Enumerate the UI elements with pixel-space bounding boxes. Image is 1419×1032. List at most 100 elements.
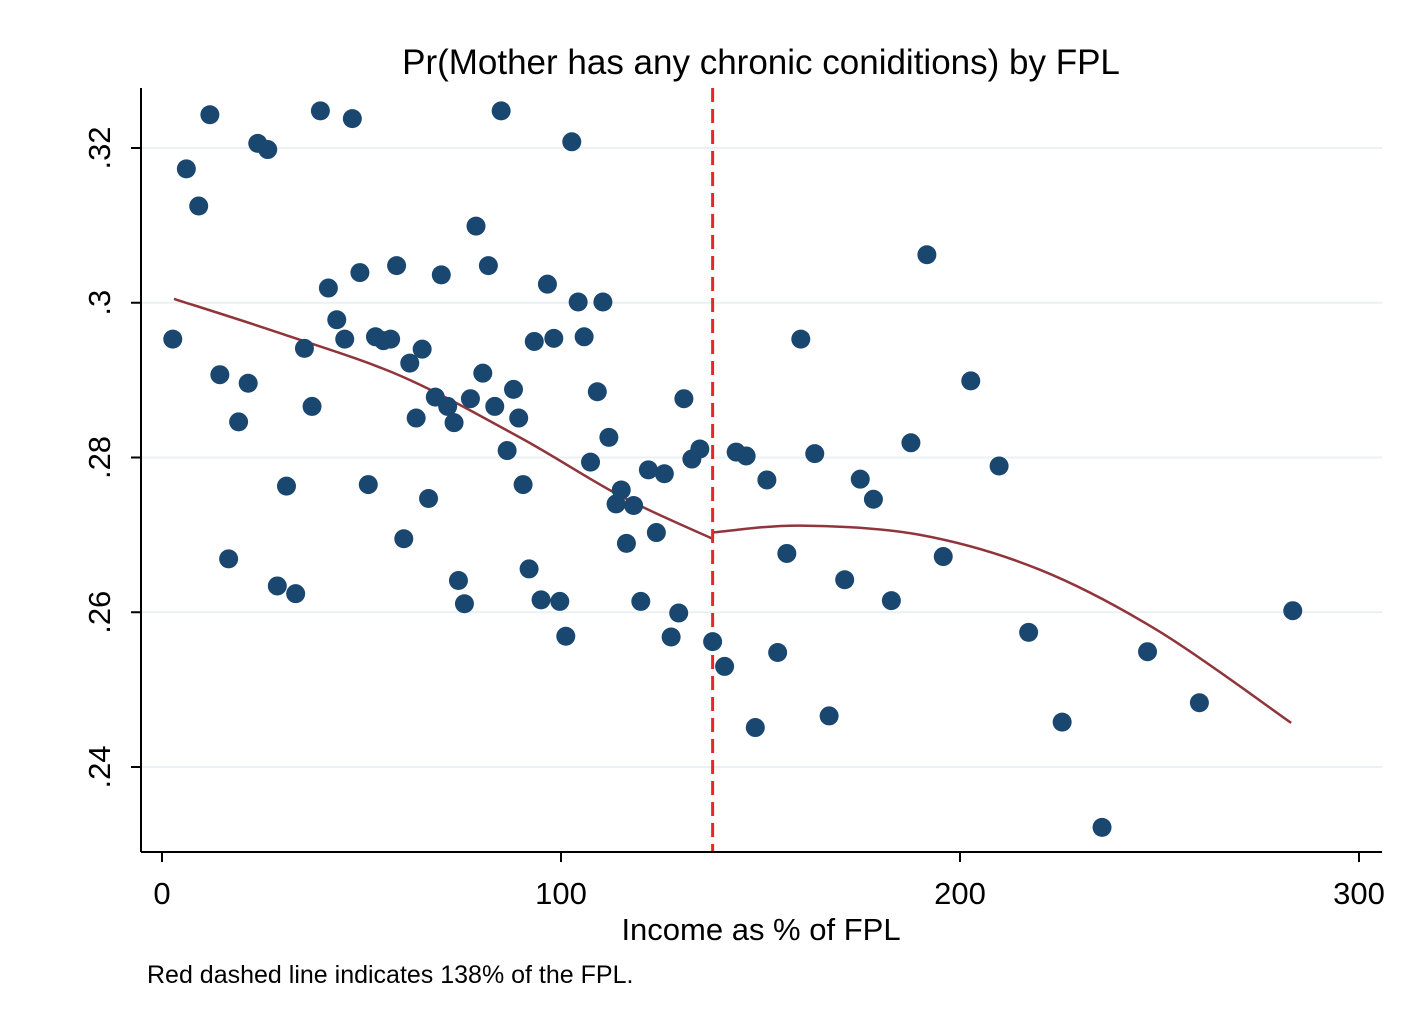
data-point-64: [624, 495, 644, 515]
data-point-19: [342, 109, 362, 129]
data-point-20: [350, 263, 370, 283]
data-point-58: [587, 382, 607, 402]
data-point-40: [478, 256, 498, 276]
x-tick-label-3: 300: [1333, 876, 1385, 911]
data-point-34: [444, 413, 464, 433]
data-point-52: [550, 591, 570, 611]
data-point-97: [1138, 642, 1158, 662]
data-point-16: [318, 278, 338, 298]
data-point-83: [805, 444, 825, 464]
data-point-62: [611, 480, 631, 500]
data-point-42: [491, 101, 511, 121]
data-point-55: [568, 292, 588, 312]
data-point-91: [933, 547, 953, 567]
data-point-33: [438, 396, 458, 416]
data-point-24: [381, 329, 401, 349]
data-point-44: [504, 379, 524, 399]
data-point-10: [267, 576, 287, 596]
data-point-82: [791, 329, 811, 349]
data-point-21: [358, 475, 378, 495]
data-point-37: [460, 389, 480, 409]
data-point-92: [961, 371, 981, 391]
data-point-93: [989, 456, 1009, 476]
data-point-26: [394, 529, 414, 549]
data-point-75: [715, 656, 735, 676]
data-point-51: [544, 328, 564, 348]
fit-curve-right: [712, 524, 1292, 724]
data-point-56: [574, 327, 594, 347]
data-point-36: [454, 594, 474, 614]
data-point-74: [703, 632, 723, 652]
data-point-77: [736, 446, 756, 466]
data-point-66: [638, 460, 658, 480]
data-point-95: [1052, 712, 1072, 732]
data-point-2: [189, 196, 209, 216]
chart-title: Pr(Mother has any chronic coniditions) b…: [402, 43, 1120, 82]
data-point-35: [448, 571, 468, 591]
data-point-87: [863, 489, 883, 509]
data-point-43: [497, 441, 517, 461]
data-point-59: [593, 292, 613, 312]
data-point-12: [286, 584, 306, 604]
data-point-0: [163, 329, 183, 349]
y-tick-label-4: .32: [82, 126, 117, 169]
data-point-11: [276, 476, 296, 496]
x-tick-label-2: 200: [934, 876, 986, 911]
data-point-9: [258, 140, 278, 160]
data-point-18: [335, 329, 355, 349]
y-tick-label-3: .3: [82, 290, 117, 316]
data-point-3: [200, 105, 220, 125]
data-point-85: [835, 570, 855, 590]
data-point-32: [431, 265, 451, 285]
data-point-96: [1092, 817, 1112, 837]
data-point-65: [631, 591, 651, 611]
data-point-41: [485, 396, 505, 416]
data-point-54: [562, 132, 582, 152]
data-point-98: [1189, 693, 1209, 713]
data-point-39: [473, 363, 493, 383]
data-point-28: [406, 408, 426, 428]
chart-note: Red dashed line indicates 138% of the FP…: [147, 961, 633, 989]
data-point-14: [302, 396, 322, 416]
data-point-89: [901, 433, 921, 453]
data-point-4: [210, 365, 230, 385]
data-point-94: [1019, 622, 1039, 642]
data-point-73: [690, 439, 710, 459]
data-point-25: [387, 256, 407, 276]
data-point-99: [1283, 601, 1303, 621]
data-point-78: [745, 718, 765, 738]
data-point-80: [768, 642, 788, 662]
data-point-70: [669, 603, 689, 623]
gridlines: [141, 147, 1382, 768]
x-tick-label-1: 100: [535, 876, 587, 911]
data-point-84: [819, 706, 839, 726]
data-point-90: [917, 245, 937, 265]
data-point-15: [310, 101, 330, 121]
data-point-7: [238, 373, 258, 393]
data-point-46: [513, 475, 533, 495]
data-point-63: [616, 533, 636, 553]
data-point-29: [412, 339, 432, 359]
data-point-17: [327, 310, 347, 330]
data-point-53: [556, 626, 576, 646]
data-point-57: [581, 452, 601, 472]
y-tick-label-0: .24: [82, 745, 117, 788]
data-point-49: [531, 590, 551, 610]
data-point-86: [850, 469, 870, 489]
data-point-81: [777, 543, 797, 563]
data-point-79: [757, 470, 777, 490]
data-point-38: [466, 216, 486, 236]
data-point-27: [400, 353, 420, 373]
data-point-50: [537, 274, 557, 294]
y-tick-label-2: .28: [82, 436, 117, 479]
data-point-60: [599, 427, 619, 447]
data-point-71: [674, 389, 694, 409]
data-point-13: [294, 338, 314, 358]
y-tick-label-1: .26: [82, 591, 117, 634]
data-point-45: [509, 408, 529, 428]
x-axis-ticks: 0 100 200 300: [153, 852, 1385, 911]
data-point-48: [524, 331, 544, 351]
data-point-5: [219, 549, 239, 569]
